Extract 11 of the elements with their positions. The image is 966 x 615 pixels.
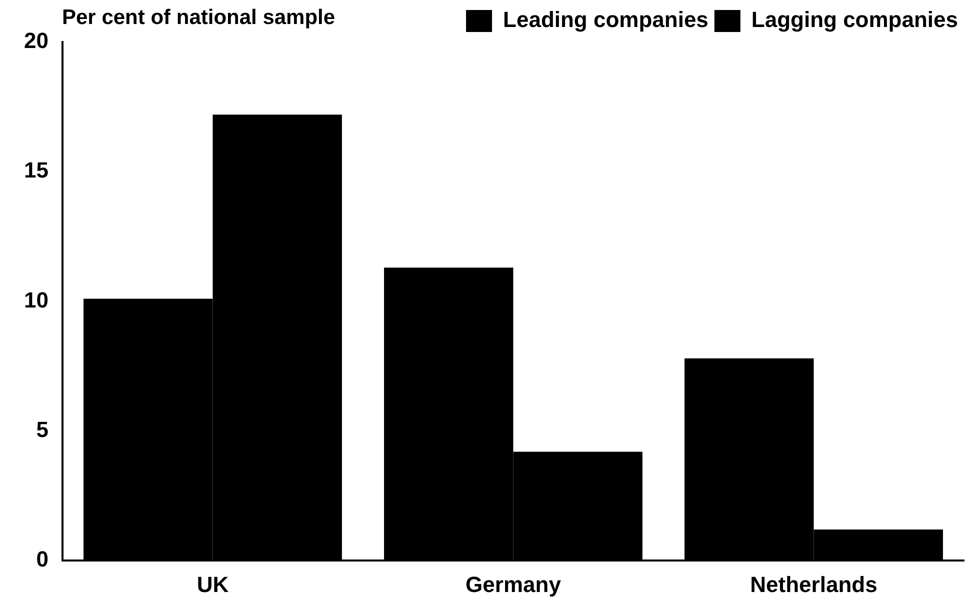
- y-tick-label: 5: [36, 417, 48, 442]
- y-tick-label: 20: [24, 28, 48, 54]
- y-tick-label: 15: [24, 158, 48, 183]
- legend-label: Lagging companies: [751, 7, 958, 32]
- x-tick-label: UK: [196, 572, 229, 597]
- legend-label: Leading companies: [503, 7, 708, 32]
- y-axis-title: Per cent of national sample: [62, 6, 336, 30]
- y-tick-label: 10: [24, 287, 48, 312]
- y-tick-label: 0: [36, 546, 48, 572]
- x-tick-label: Germany: [466, 572, 562, 597]
- x-tick-label: Netherlands: [750, 572, 878, 597]
